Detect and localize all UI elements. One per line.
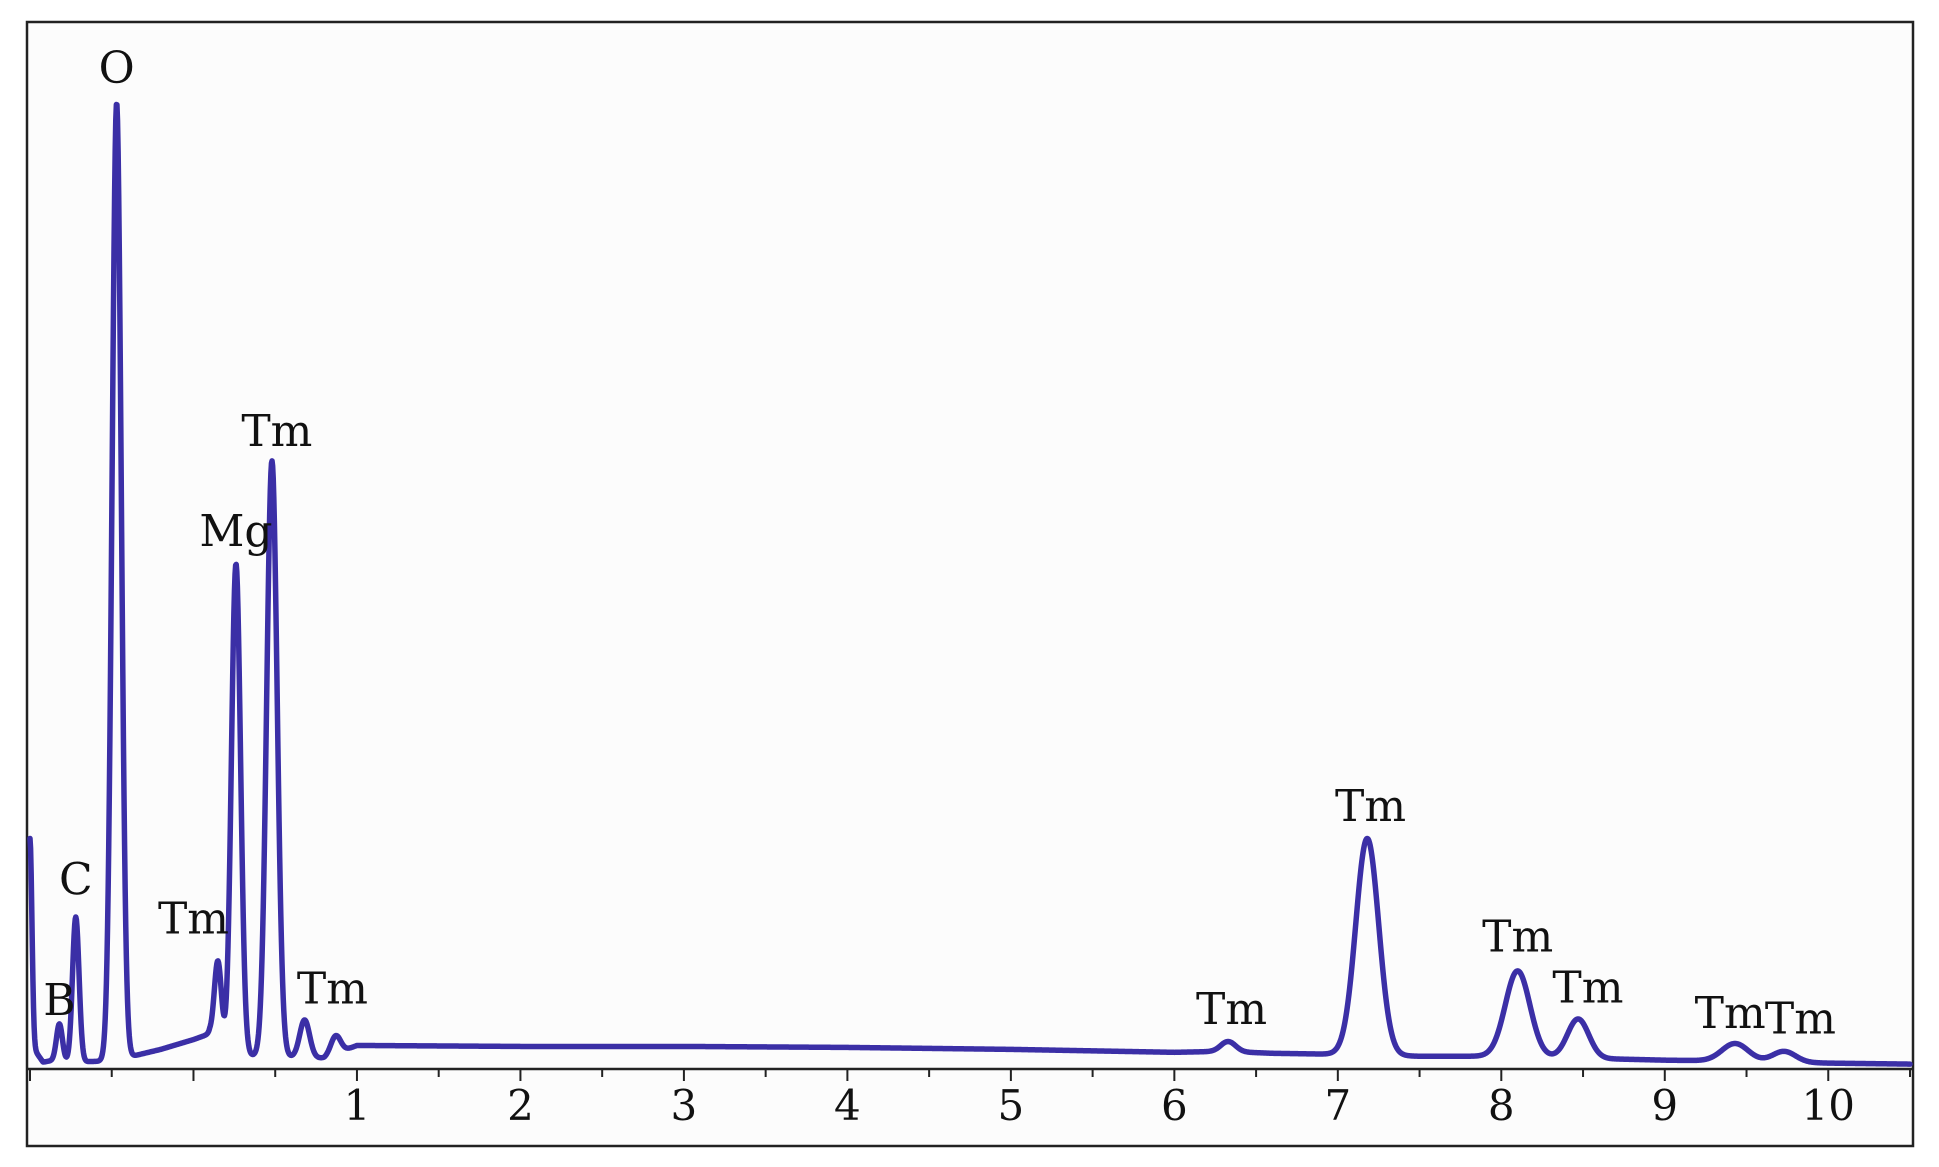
x-tick-label: 2 bbox=[507, 1081, 534, 1130]
x-tick-label: 9 bbox=[1651, 1081, 1678, 1130]
peak-label-tm: Tm bbox=[158, 894, 229, 945]
x-tick-label: 3 bbox=[671, 1081, 698, 1130]
plot-frame bbox=[25, 20, 1915, 1148]
peak-label-tm: Tm bbox=[1482, 911, 1553, 962]
x-tick-label: 1 bbox=[344, 1081, 371, 1130]
peak-label-b: B bbox=[43, 975, 75, 1026]
series-line-spectrum bbox=[27, 101, 1913, 1067]
peak-label-tm: Tm bbox=[1695, 988, 1766, 1039]
x-tick-label: 5 bbox=[998, 1081, 1025, 1130]
peak-label-mg: Mg bbox=[199, 506, 272, 557]
peak-label-tm: Tm bbox=[1765, 994, 1836, 1045]
peak-label-tm: Tm bbox=[1552, 962, 1623, 1013]
x-axis-tick-labels: 1 2 3 4 5 6 7 8 9 10 bbox=[344, 1081, 1855, 1130]
x-tick-label: 7 bbox=[1324, 1081, 1351, 1130]
peak-label-o: O bbox=[99, 43, 135, 94]
x-tick-label: 8 bbox=[1488, 1081, 1515, 1130]
peak-label-c: C bbox=[59, 854, 93, 905]
x-tick-label: 4 bbox=[834, 1081, 861, 1130]
peak-label-tm: Tm bbox=[297, 963, 368, 1014]
x-tick-label: 10 bbox=[1802, 1081, 1855, 1130]
peak-label-tm: Tm bbox=[1196, 984, 1267, 1035]
peak-label-tm: Tm bbox=[241, 406, 312, 457]
x-tick-label: 6 bbox=[1161, 1081, 1188, 1130]
peak-label-tm: Tm bbox=[1335, 781, 1406, 832]
x-axis-ticks bbox=[29, 1069, 1911, 1081]
